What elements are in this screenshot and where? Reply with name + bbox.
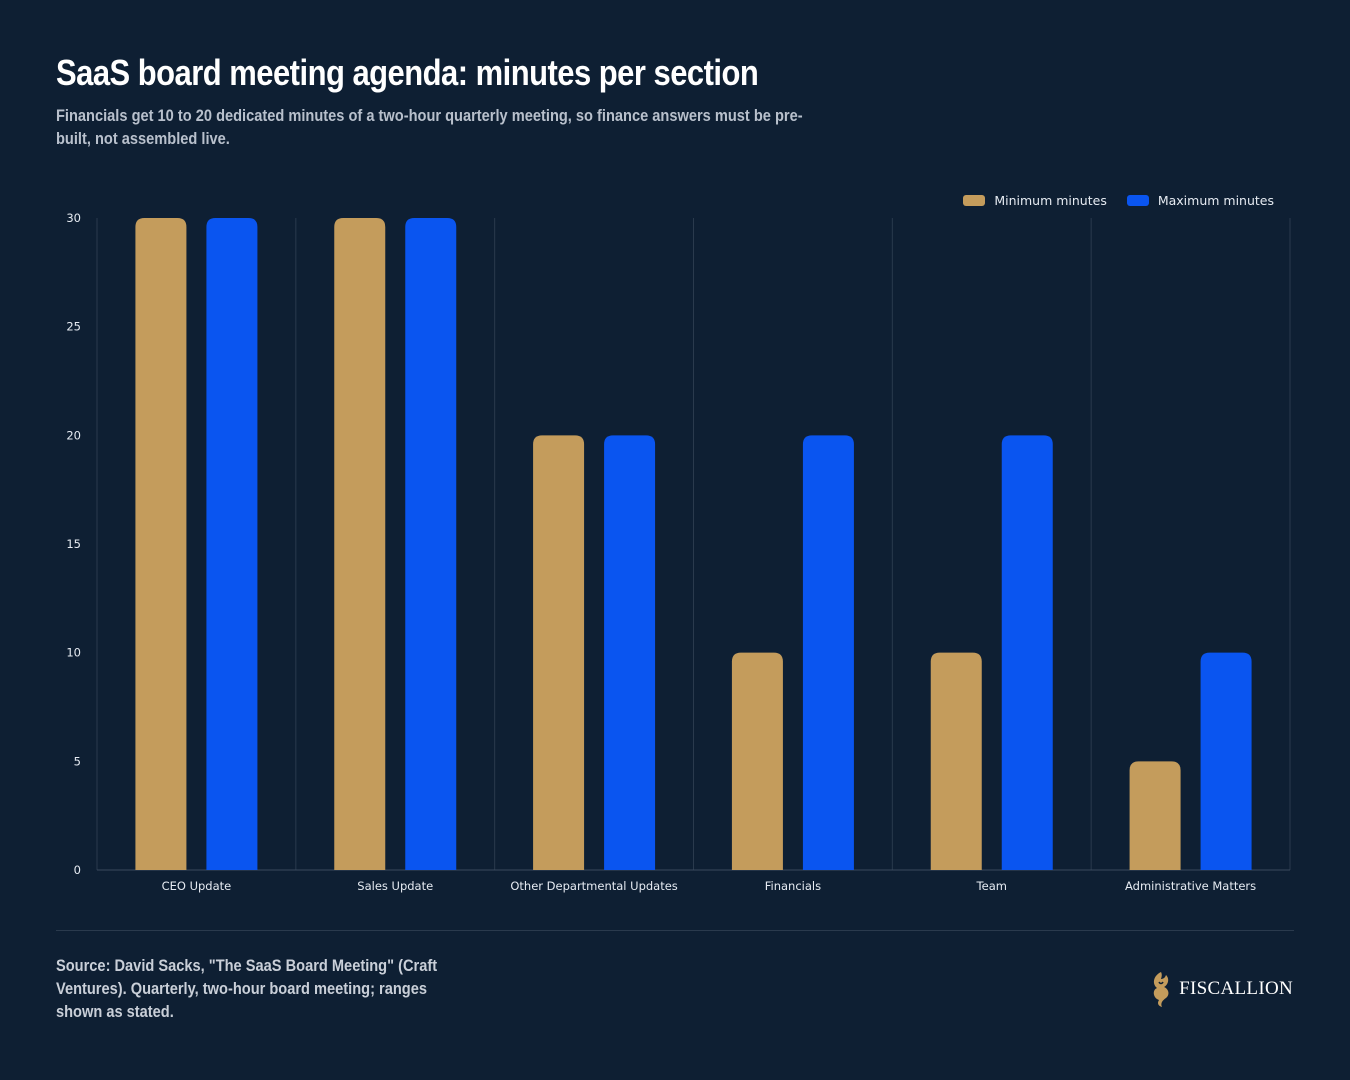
lion-head-icon	[1153, 972, 1169, 1007]
legend-item-min: Minimum minutes	[963, 193, 1107, 208]
source-note: Source: David Sacks, "The SaaS Board Mee…	[56, 956, 438, 1021]
bar-maximum	[206, 218, 258, 870]
legend-swatch-min	[963, 195, 986, 206]
chart-title: SaaS board meeting agenda: minutes per s…	[56, 52, 759, 93]
brand-logo: FISCALLION	[1149, 970, 1293, 1008]
bar-minimum	[533, 435, 585, 870]
legend-label-min: Minimum minutes	[994, 193, 1107, 208]
bar-minimum	[930, 652, 982, 870]
logo-text: FISCALLION	[1179, 978, 1293, 999]
x-tick-label: Team	[976, 879, 1007, 893]
bar-maximum	[802, 435, 854, 870]
y-tick-label: 15	[66, 537, 81, 551]
x-tick-label: CEO Update	[162, 879, 232, 893]
y-tick-label: 0	[74, 863, 81, 877]
y-tick-label: 30	[66, 211, 81, 225]
bar-minimum	[334, 218, 386, 870]
x-tick-label: Other Departmental Updates	[510, 879, 677, 893]
y-tick-label: 10	[66, 646, 81, 660]
chart-legend: Minimum minutes Maximum minutes	[963, 193, 1274, 208]
legend-label-max: Maximum minutes	[1157, 193, 1274, 208]
footer-divider	[56, 930, 1294, 931]
bar-chart: 0 5 10 15 20 25 30 CEO Update Sales Update Other …	[66, 211, 1291, 893]
y-tick-label: 5	[74, 754, 81, 768]
chart-subtitle: Financials get 10 to 20 dedicated minute…	[56, 106, 803, 148]
x-tick-label: Financials	[765, 879, 821, 893]
bar-minimum	[135, 218, 187, 870]
x-tick-label: Administrative Matters	[1125, 879, 1256, 893]
legend-swatch-max	[1126, 195, 1149, 206]
x-tick-label: Sales Update	[357, 879, 433, 893]
y-tick-label: 20	[66, 428, 81, 442]
bar-maximum	[405, 218, 457, 870]
y-tick-label: 25	[66, 320, 81, 334]
bar-maximum	[604, 435, 656, 870]
bar-minimum	[1129, 761, 1181, 870]
bar-minimum	[731, 652, 783, 870]
bar-maximum	[1200, 652, 1252, 870]
bar-maximum	[1001, 435, 1053, 870]
legend-item-max: Maximum minutes	[1126, 193, 1274, 208]
